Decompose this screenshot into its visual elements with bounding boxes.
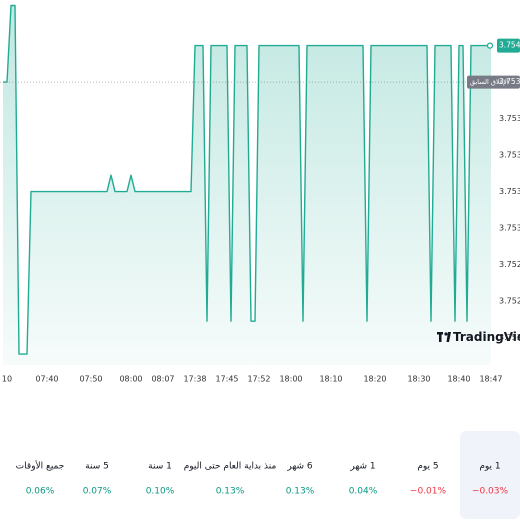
period-change: −0.03% (472, 487, 509, 497)
x-tick-label: 18:30 (407, 375, 430, 384)
logo-text: TradingView (453, 330, 520, 344)
x-tick-label: 18:00 (279, 375, 302, 384)
period-change: 0.04% (349, 487, 378, 497)
x-tick-label: 17:45 (215, 375, 238, 384)
period-label[interactable]: منذ بداية العام حتى اليوم (184, 462, 277, 472)
y-tick-label: 3.752600 (499, 297, 520, 306)
x-tick-label: 08:07 (151, 375, 174, 384)
x-tick-label: 17:52 (247, 375, 270, 384)
period-change: 0.13% (216, 487, 245, 497)
x-tick-label: 18:47 (479, 375, 502, 384)
x-tick-label: 10 (2, 375, 12, 384)
logo-icon (439, 332, 442, 342)
period-change: 0.07% (83, 487, 112, 497)
last-price-badge (497, 38, 520, 53)
x-tick-label: 08:00 (119, 375, 142, 384)
price-line (3, 4, 491, 355)
x-tick-label: 07:40 (35, 375, 58, 384)
period-label[interactable]: 5 يوم (417, 462, 438, 472)
period-label[interactable]: 5 سنة (85, 462, 109, 472)
logo-icon (444, 332, 448, 336)
x-tick-label: 18:10 (319, 375, 342, 384)
y-tick-label: 3.752400 (499, 333, 520, 342)
y-tick-label: 3.753200 (499, 187, 520, 196)
previous-close-name: الإغلاق السابق (470, 78, 509, 86)
period-selected-bg (460, 431, 520, 519)
last-price-dot (486, 42, 494, 49)
x-tick-label: 18:40 (447, 375, 470, 384)
area-fill (3, 5, 491, 365)
last-price-label: 3.754000 (499, 41, 520, 50)
period-change: 0.06% (26, 487, 55, 497)
previous-close-label: 3.753800 (499, 77, 520, 86)
period-change: −0.01% (410, 487, 447, 497)
period-change: 0.13% (286, 487, 315, 497)
y-tick-label: 3.752800 (499, 260, 520, 269)
previous-close-badge (467, 75, 520, 89)
logo: TradingView (437, 330, 520, 344)
period-label[interactable]: 1 سنة (148, 462, 172, 472)
y-tick-label: 3.753600 (499, 114, 520, 123)
y-tick-label: 3.753400 (499, 151, 520, 160)
period-label[interactable]: جميع الأوقات (16, 460, 65, 472)
period-label[interactable]: 1 يوم (479, 462, 500, 472)
period-label[interactable]: 1 شهر (349, 462, 375, 472)
period-change: 0.10% (146, 487, 175, 497)
x-tick-label: 17:38 (183, 375, 206, 384)
period-label[interactable]: 6 شهر (286, 462, 313, 472)
x-tick-label: 18:20 (363, 375, 386, 384)
x-tick-label: 07:50 (79, 375, 102, 384)
logo-icon (446, 332, 451, 342)
y-tick-label: 3.753000 (499, 224, 520, 233)
